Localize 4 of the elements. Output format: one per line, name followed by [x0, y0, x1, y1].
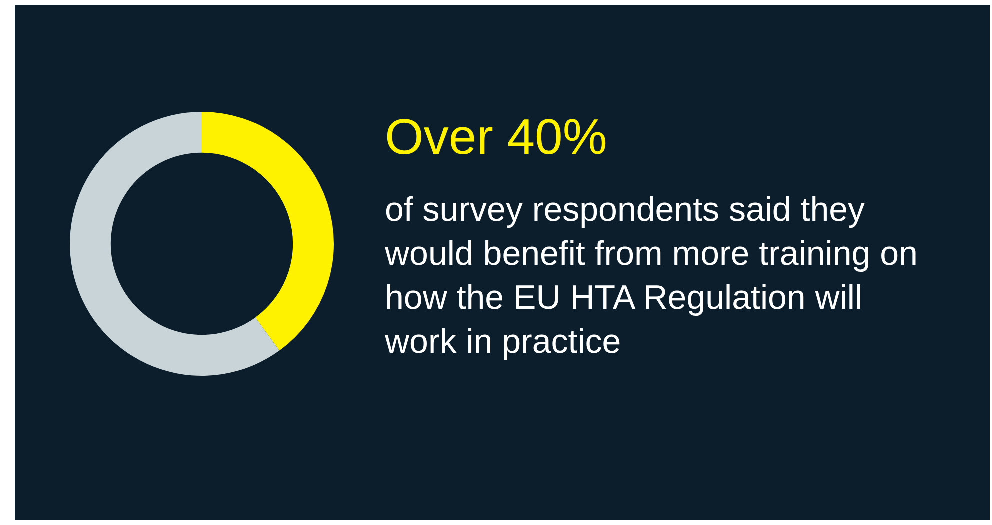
donut-slice — [202, 112, 334, 351]
donut-slice — [70, 112, 280, 376]
text: of survey respondents said they would benefit from more training on how the EU HTA Regulation will work in practice — [385, 190, 919, 363]
text: Over 40% — [385, 108, 608, 166]
